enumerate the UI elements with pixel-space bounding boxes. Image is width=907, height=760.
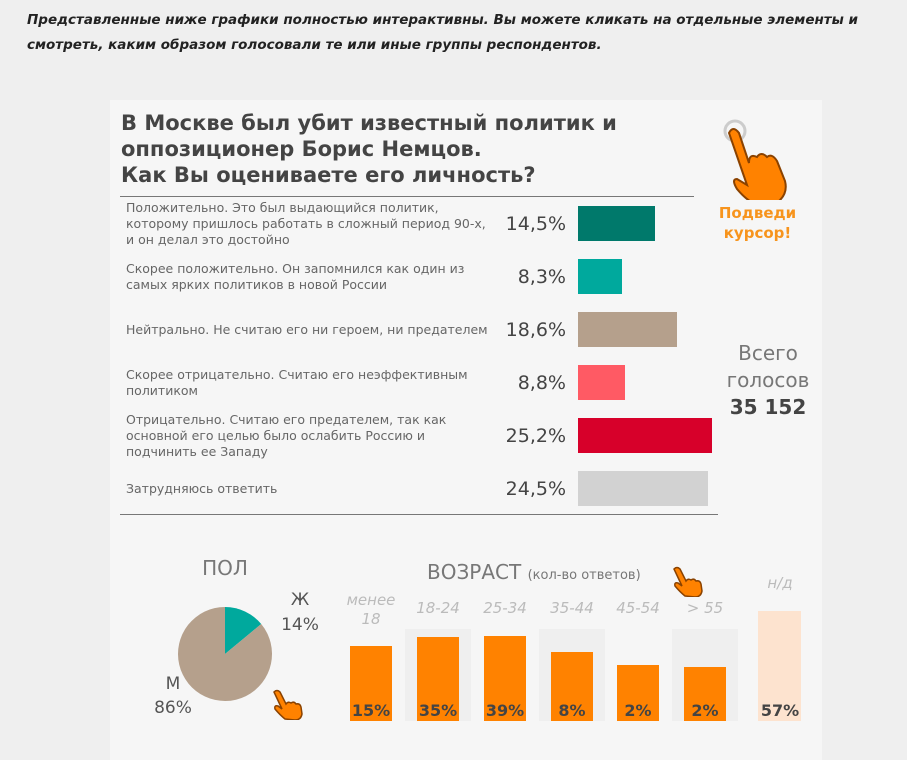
age-bar[interactable] [551,652,593,721]
answer-row[interactable]: Скорее отрицательно. Считаю его неэффект… [120,356,720,409]
female-label: Ж [290,590,310,610]
answer-label: Отрицательно. Считаю его предателем, так… [126,411,447,459]
intro-text: Представленные ниже графики полностью ин… [27,12,859,53]
divider [120,196,694,197]
pointing-hand-icon [673,566,703,597]
age-pct: 57% [760,701,800,720]
answer-bar[interactable] [578,259,623,294]
answer-row[interactable]: Нейтрально. Не считаю его ни героем, ни … [120,303,720,356]
age-bar[interactable] [484,636,526,721]
answer-bar[interactable] [578,471,709,506]
answer-row[interactable]: Положительно. Это был выдающийся политик… [120,197,720,250]
divider [120,514,718,515]
male-pct: 86% [154,698,192,718]
answer-pct: 24,5% [505,477,566,500]
age-label: 35-44 [550,599,594,617]
age-pct: 8% [558,701,586,720]
gender-title: ПОЛ [202,556,248,580]
answer-label: Скорее положительно. Он запомнился как о… [126,260,465,292]
answer-label: Затрудняюсь ответить [126,480,278,496]
gender-pie[interactable] [175,604,275,704]
answer-pct: 8,3% [517,265,566,288]
male-label: М [165,674,181,694]
answer-label: Скорее отрицательно. Считаю его неэффект… [126,366,468,398]
pointing-hand-icon [273,689,303,720]
answer-pct: 8,8% [517,371,566,394]
total-value: 35 152 [729,395,807,419]
pie-slice-male[interactable] [178,607,272,701]
female-pct: 14% [281,615,319,635]
answer-row[interactable]: Затрудняюсь ответить 24,5% [120,462,720,515]
answer-bar[interactable] [578,418,713,453]
age-bar[interactable] [758,611,801,721]
title-line: оппозиционер Борис Немцов. [121,137,482,161]
age-pct: 15% [351,701,391,720]
answer-row[interactable]: Скорее положительно. Он запомнился как о… [120,250,720,303]
age-label: 45-54 [616,599,660,617]
answer-pct: 14,5% [505,212,566,235]
title-line: В Москве был убит известный политик и [121,111,617,135]
answer-bar[interactable] [578,365,625,400]
hover-hint: Подведи курсор! [700,203,815,243]
age-label: н/д [767,574,793,592]
pointing-hand-icon [723,119,787,200]
answer-bar[interactable] [578,206,656,241]
age-title-text: ВОЗРАСТ [427,560,522,584]
age-bar[interactable] [417,637,459,721]
age-label: менее 18 [346,591,396,628]
age-bar[interactable] [617,665,659,721]
age-title: ВОЗРАСТ (кол-во ответов) [427,560,641,584]
age-pct: 2% [691,701,719,720]
hint-line: Подведи [718,204,797,222]
answer-row[interactable]: Отрицательно. Считаю его предателем, так… [120,409,720,462]
age-label: 25-34 [483,599,527,617]
answer-bar[interactable] [578,312,677,347]
poll-title: В Москве был убит известный политик и оп… [121,110,701,188]
age-pct: 35% [418,701,458,720]
age-subtitle: (кол-во ответов) [527,568,641,583]
age-pct: 2% [624,701,652,720]
answer-label: Нейтрально. Не считаю его ни героем, ни … [126,321,488,337]
answer-pct: 25,2% [505,424,566,447]
title-line: Как Вы оцениваете его личность? [121,163,536,187]
total-label: Всего [738,341,798,365]
pie-slice-female[interactable] [225,607,262,654]
answer-pct: 18,6% [505,318,566,341]
answer-label: Положительно. Это был выдающийся политик… [126,199,486,247]
age-label: 18-24 [416,599,460,617]
hint-line: курсор! [723,224,792,242]
age-bar[interactable] [350,646,392,721]
age-bar[interactable] [684,667,726,721]
age-pct: 39% [485,701,525,720]
age-label: > 55 [686,599,724,617]
total-label: голосов [726,368,810,392]
total-votes: Всего голосов 35 152 [700,340,836,421]
